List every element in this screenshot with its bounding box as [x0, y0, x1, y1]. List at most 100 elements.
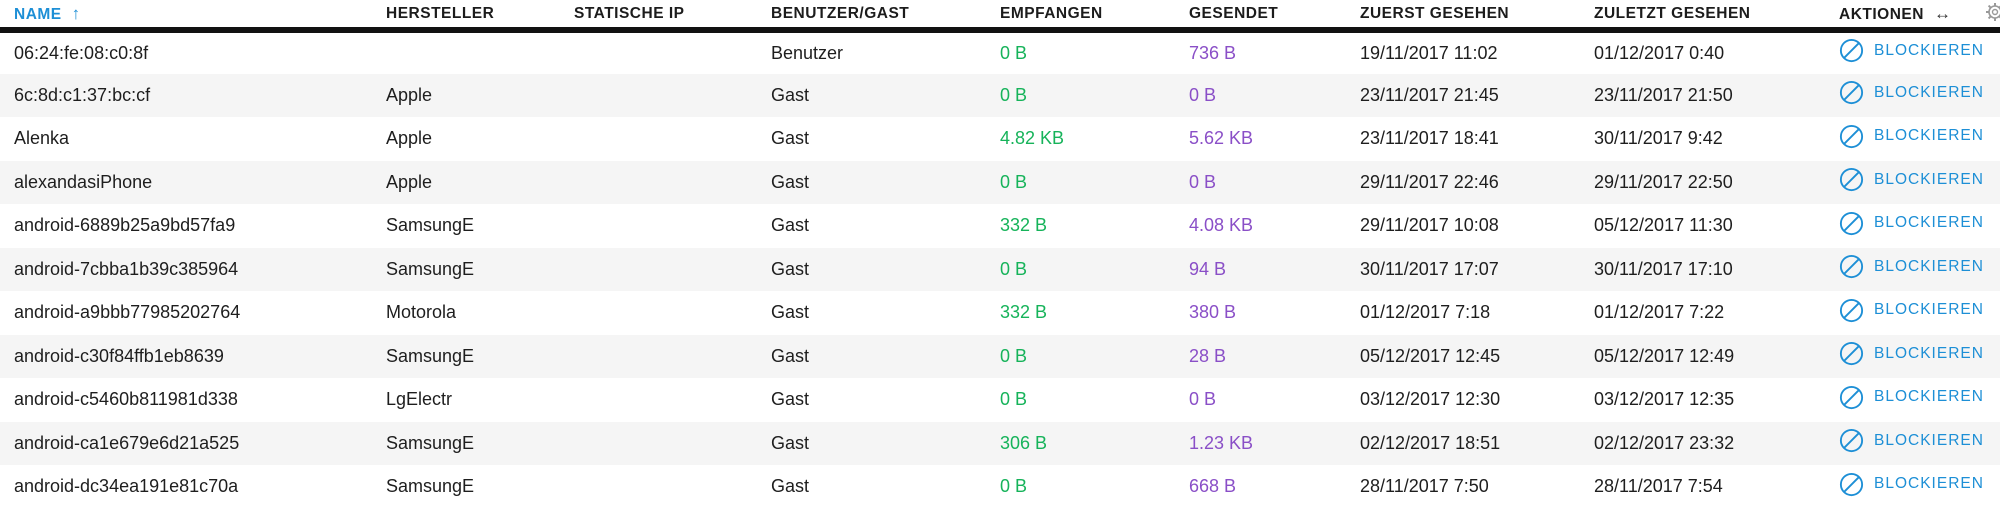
table-row[interactable]: 06:24:fe:08:c0:8f Benutzer 0 B 736 B 19/11/2…	[0, 30, 2000, 74]
cell-last-seen: 30/11/2017 17:10	[1594, 258, 1733, 279]
block-button-label: BLOCKIEREN	[1874, 41, 1984, 59]
cell-user-guest: Gast	[771, 476, 810, 497]
column-header-user-guest[interactable]: BENUTZER/GAST	[771, 0, 1000, 33]
table-row[interactable]: android-a9bbb77985202764 Motorola Gast 332 …	[0, 291, 2000, 335]
block-button[interactable]: BLOCKIEREN	[1839, 472, 1984, 497]
cell-user-guest: Gast	[771, 128, 810, 149]
sort-ascending-icon: ↑	[71, 3, 81, 23]
cell-actions: BLOCKIEREN	[1839, 465, 2000, 509]
block-button[interactable]: BLOCKIEREN	[1839, 298, 1984, 323]
cell-actions: BLOCKIEREN	[1839, 248, 2000, 292]
cell-name: android-7cbba1b39c385964	[14, 258, 239, 279]
cell-sent: 28 B	[1189, 345, 1227, 366]
cell-sent: 4.08 KB	[1189, 215, 1254, 236]
table-row[interactable]: android-ca1e679e6d21a525 SamsungE Gast 306 …	[0, 421, 2000, 466]
cell-sent: 0 B	[1189, 171, 1217, 192]
table-header-row: NAME ↑ HERSTELLER STATISCHE IP BENUTZER/G…	[0, 0, 2000, 33]
column-resize-icon[interactable]: ↔	[1933, 3, 1952, 23]
column-header-sent[interactable]: GESENDET	[1189, 0, 1360, 33]
column-header-name[interactable]: NAME ↑	[0, 0, 386, 33]
cell-sent: 1.23 KB	[1189, 432, 1254, 453]
cell-manufacturer: Apple	[386, 128, 433, 149]
cell-received: 306 B	[1000, 432, 1048, 453]
block-button[interactable]: BLOCKIEREN	[1839, 38, 1984, 63]
table-row[interactable]: alexandasiPhone Apple Gast 0 B 0 B 29/11/2017…	[0, 160, 2000, 205]
cell-sent: 668 B	[1189, 476, 1237, 497]
table-row[interactable]: 6c:8d:c1:37:bc:cf Apple Gast 0 B 0 B 23/11/20…	[0, 73, 2000, 117]
block-button-label: BLOCKIEREN	[1874, 475, 1984, 493]
cell-sent: 94 B	[1189, 258, 1227, 279]
table-row[interactable]: android-dc34ea191e81c70a SamsungE Gast 0 B 6…	[0, 465, 2000, 509]
block-button-label: BLOCKIEREN	[1874, 388, 1984, 406]
cell-first-seen: 02/12/2017 18:51	[1360, 432, 1501, 453]
column-header-first-seen[interactable]: ZUERST GESEHEN	[1360, 0, 1594, 33]
table-row[interactable]: android-6889b25a9bd57fa9 SamsungE Gast 332 …	[0, 204, 2000, 248]
cell-manufacturer: SamsungE	[386, 432, 475, 453]
column-header-last-seen[interactable]: ZULETZT GESEHEN	[1594, 0, 1839, 33]
cell-first-seen: 28/11/2017 7:50	[1360, 476, 1489, 497]
cell-last-seen: 01/12/2017 7:22	[1594, 302, 1725, 323]
cell-last-seen: 01/12/2017 0:40	[1594, 42, 1725, 63]
column-header-actions-label: AKTIONEN	[1839, 5, 1924, 23]
table-body: 06:24:fe:08:c0:8f Benutzer 0 B 736 B 19/11/2…	[0, 30, 2000, 509]
block-icon	[1839, 211, 1864, 235]
cell-received: 0 B	[1000, 42, 1028, 63]
cell-name: android-ca1e679e6d21a525	[14, 432, 240, 453]
table-row[interactable]: android-7cbba1b39c385964 SamsungE Gast 0 B 9…	[0, 247, 2000, 292]
block-button[interactable]: BLOCKIEREN	[1839, 80, 1984, 105]
cell-actions: BLOCKIEREN	[1839, 378, 2000, 422]
cell-static-ip	[574, 161, 771, 205]
gear-icon[interactable]	[1985, 2, 2000, 22]
cell-static-ip	[574, 335, 771, 379]
cell-actions: BLOCKIEREN	[1839, 204, 2000, 248]
cell-last-seen: 30/11/2017 9:42	[1594, 128, 1723, 149]
cell-user-guest: Gast	[771, 302, 810, 323]
block-icon	[1839, 472, 1864, 496]
cell-name: android-a9bbb77985202764	[14, 302, 241, 323]
cell-last-seen: 05/12/2017 12:49	[1594, 345, 1735, 366]
column-header-static-ip[interactable]: STATISCHE IP	[574, 0, 771, 33]
cell-actions: BLOCKIEREN	[1839, 161, 2000, 205]
block-button[interactable]: BLOCKIEREN	[1839, 428, 1984, 453]
column-header-received[interactable]: EMPFANGEN	[1000, 0, 1189, 33]
table-row[interactable]: android-c30f84ffb1eb8639 SamsungE Gast 0 B 2…	[0, 334, 2000, 379]
block-icon	[1839, 298, 1864, 322]
block-icon	[1839, 385, 1864, 409]
column-header-name-label: NAME	[14, 5, 62, 23]
column-header-actions: AKTIONEN ↔	[1839, 0, 2000, 33]
cell-name: android-dc34ea191e81c70a	[14, 476, 239, 497]
block-icon	[1839, 124, 1864, 148]
block-button[interactable]: BLOCKIEREN	[1839, 254, 1984, 279]
cell-manufacturer: Apple	[386, 171, 433, 192]
block-button[interactable]: BLOCKIEREN	[1839, 211, 1984, 236]
block-icon	[1839, 168, 1864, 192]
cell-last-seen: 03/12/2017 12:35	[1594, 389, 1735, 410]
cell-received: 0 B	[1000, 389, 1028, 410]
cell-manufacturer: SamsungE	[386, 258, 475, 279]
block-button-label: BLOCKIEREN	[1874, 344, 1984, 362]
block-button-label: BLOCKIEREN	[1874, 257, 1984, 275]
cell-manufacturer: SamsungE	[386, 476, 475, 497]
cell-last-seen: 05/12/2017 11:30	[1594, 215, 1733, 236]
block-button-label: BLOCKIEREN	[1874, 170, 1984, 188]
cell-sent: 736 B	[1189, 42, 1237, 63]
cell-user-guest: Gast	[771, 171, 810, 192]
table-row[interactable]: android-c5460b811981d338 LgElectr Gast 0 B 0…	[0, 378, 2000, 422]
column-header-manufacturer[interactable]: HERSTELLER	[386, 0, 574, 33]
block-button[interactable]: BLOCKIEREN	[1839, 124, 1984, 149]
cell-static-ip	[574, 204, 771, 248]
cell-actions: BLOCKIEREN	[1839, 422, 2000, 466]
block-button[interactable]: BLOCKIEREN	[1839, 167, 1984, 192]
cell-user-guest: Gast	[771, 432, 810, 453]
block-button[interactable]: BLOCKIEREN	[1839, 385, 1984, 410]
cell-last-seen: 02/12/2017 23:32	[1594, 432, 1735, 453]
cell-static-ip	[574, 465, 771, 509]
cell-user-guest: Gast	[771, 345, 810, 366]
cell-actions: BLOCKIEREN	[1839, 291, 2000, 335]
cell-user-guest: Gast	[771, 389, 810, 410]
block-button[interactable]: BLOCKIEREN	[1839, 341, 1984, 366]
cell-name: 6c:8d:c1:37:bc:cf	[14, 84, 151, 105]
table-row[interactable]: Alenka Apple Gast 4.82 KB 5.62 KB 23/11/2017 …	[0, 117, 2000, 161]
cell-actions: BLOCKIEREN	[1839, 30, 2000, 74]
cell-first-seen: 30/11/2017 17:07	[1360, 258, 1499, 279]
